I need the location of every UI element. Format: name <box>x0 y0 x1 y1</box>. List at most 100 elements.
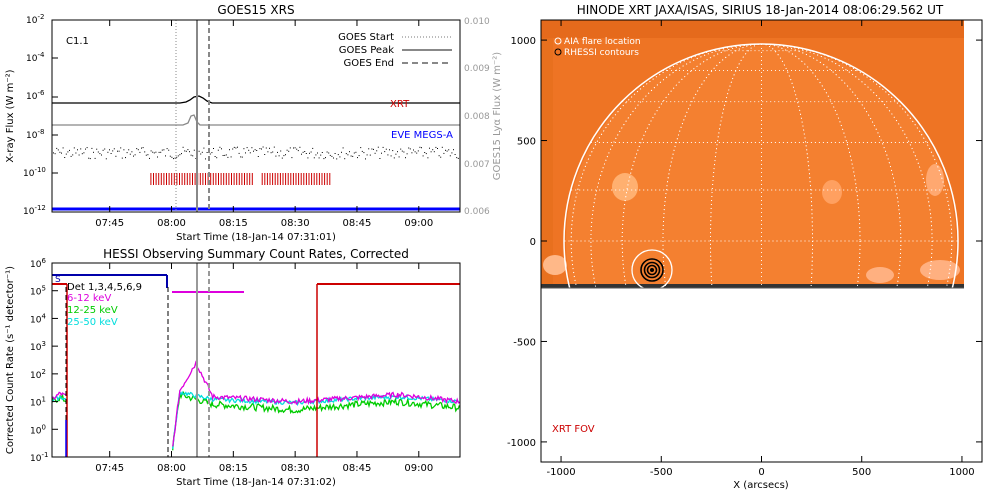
goes-dotted-point <box>440 156 442 158</box>
goes-dotted-point <box>336 158 338 160</box>
goes-dotted-point <box>366 154 368 156</box>
goes-dotted-point <box>419 146 421 148</box>
goes-dotted-point <box>387 154 389 156</box>
hessi-ytick-label: 101 <box>30 396 46 409</box>
goes-dotted-point <box>373 148 374 150</box>
hessi-magenta-series <box>52 360 460 447</box>
goes-dotted-point <box>201 151 203 153</box>
goes-dotted-point <box>101 154 102 156</box>
rhessi-contour <box>640 258 664 282</box>
goes-xtick-label: 08:30 <box>281 218 310 229</box>
goes-dotted-point <box>281 157 283 159</box>
goes-dotted-point <box>83 152 85 154</box>
goes-dotted-point <box>128 149 130 151</box>
goes-title: GOES15 XRS <box>217 3 294 17</box>
goes-dotted-point <box>304 151 306 152</box>
xrt-image-left-strip <box>541 38 553 288</box>
goes-dotted-point <box>120 147 122 149</box>
goes-yaxis: 10-2 10-4 10-6 10-8 10-10 10-12 <box>23 13 46 217</box>
goes-dotted-point <box>251 147 253 149</box>
xrt-image-darkline <box>541 284 964 288</box>
goes-y2label: GOES15 Lyα Flux (W m⁻²) <box>492 52 503 180</box>
hessi-legend-6-12: 6-12 keV <box>67 293 111 304</box>
goes-dotted-point <box>219 146 221 148</box>
hessi-s-label: S <box>55 275 61 285</box>
goes-xtick-label: 09:00 <box>404 218 433 229</box>
goes-dotted-point <box>270 152 272 154</box>
goes-dotted-point <box>405 157 406 159</box>
goes-dotted-point <box>379 158 381 159</box>
goes-dotted-point <box>85 148 86 150</box>
bright-region <box>926 164 944 196</box>
goes-dotted-point <box>425 153 427 155</box>
goes-dotted-point <box>267 151 269 153</box>
goes-dotted-point <box>107 151 109 153</box>
goes-dotted-point <box>371 148 373 150</box>
goes-y2tick-label: 0.009 <box>464 64 490 74</box>
goes-dotted-point <box>357 157 358 159</box>
goes-ytick-label: 10-2 <box>26 13 44 26</box>
goes-dotted-point <box>245 152 246 154</box>
goes-dotted-point <box>320 154 322 156</box>
xrt-xtick-label: 1000 <box>949 467 974 478</box>
goes-dotted-point <box>54 153 56 155</box>
goes-dotted-point <box>53 152 54 154</box>
goes-dotted-point <box>275 155 277 157</box>
goes-dotted-point <box>104 148 106 150</box>
goes-dotted-point <box>363 152 365 154</box>
goes-dotted-point <box>88 157 90 159</box>
goes-dotted-point <box>181 153 182 155</box>
goes-dotted-point <box>395 153 397 155</box>
goes-dotted-point <box>192 155 194 157</box>
goes-dotted-point <box>323 158 325 160</box>
goes-dotted-point <box>241 156 243 158</box>
goes-dotted-point <box>417 150 419 152</box>
goes-dotted-point <box>69 149 70 151</box>
goes-dotted-point <box>456 157 458 159</box>
goes-dotted-point <box>369 154 371 156</box>
goes-dotted-point <box>222 155 224 156</box>
goes-dotted-point <box>158 151 160 153</box>
goes-dotted-point <box>185 150 187 152</box>
goes-dotted-point <box>126 152 128 154</box>
hessi-ytick-label: 104 <box>30 312 46 325</box>
goes-dotted-point <box>333 157 334 159</box>
goes-dotted-point <box>334 153 336 154</box>
goes-dotted-point <box>414 151 416 153</box>
goes-dotted-point <box>173 158 174 160</box>
goes-dotted-point <box>273 146 275 148</box>
hessi-xtick-label: 08:45 <box>343 463 372 474</box>
goes-dotted-point <box>302 151 304 153</box>
hessi-ytick-label: 100 <box>30 423 46 436</box>
goes-dotted-point <box>214 156 216 157</box>
goes-dotted-point <box>360 147 362 149</box>
goes-dotted-point <box>137 149 139 151</box>
goes-dotted-point <box>65 153 67 155</box>
bright-region <box>612 173 638 201</box>
goes-dotted-point <box>246 147 248 149</box>
goes-dotted-point <box>62 147 64 149</box>
goes-dotted-point <box>457 157 459 159</box>
goes-dotted-point <box>384 151 386 153</box>
goes-dotted-point <box>187 149 189 151</box>
hessi-xtick-label: 08:00 <box>157 463 186 474</box>
goes-dotted-point <box>61 152 62 154</box>
hessi-xtick-label: 08:30 <box>281 463 310 474</box>
goes-dotted-point <box>448 149 450 151</box>
goes-dotted-point <box>174 157 176 159</box>
goes-dotted-point <box>256 150 258 151</box>
goes-dotted-point <box>326 151 328 153</box>
goes-dotted-point <box>291 157 293 159</box>
xrt-xlabel: X (arcsecs) <box>733 480 789 491</box>
goes-dotted-point <box>331 155 333 157</box>
goes-dotted-point <box>315 154 317 156</box>
goes-dotted-point <box>193 149 195 151</box>
goes-dotted-point <box>283 155 285 157</box>
goes-red-ticks <box>150 173 331 185</box>
goes-xlabel: Start Time (18-Jan-14 07:31:01) <box>176 232 336 243</box>
goes-dotted-point <box>163 149 165 151</box>
xrt-image-base <box>541 288 964 462</box>
goes-dotted-point <box>257 156 259 157</box>
goes-y2axis: 0.010 0.009 0.008 0.007 0.006 <box>464 17 490 217</box>
